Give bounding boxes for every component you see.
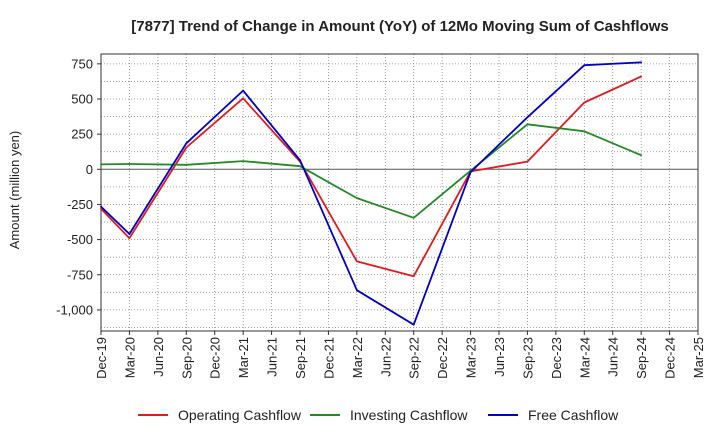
x-tick-label: Mar-20 bbox=[122, 337, 137, 378]
y-tick-label: 500 bbox=[71, 91, 93, 106]
x-tick-label: Dec-22 bbox=[435, 337, 450, 379]
legend: Operating Cashflow Investing Cashflow Free… bbox=[138, 407, 619, 423]
legend-label-free-cashflow: Free Cashflow bbox=[528, 407, 619, 423]
data-point-free-cashflow bbox=[185, 142, 188, 145]
data-point-investing-cashflow bbox=[128, 163, 131, 165]
legend-label-investing-cashflow: Investing Cashflow bbox=[350, 407, 468, 423]
data-point-free-cashflow bbox=[412, 323, 415, 326]
x-tick-label: Dec-23 bbox=[549, 337, 564, 379]
x-tick-label: Jun-22 bbox=[378, 337, 393, 377]
data-point-operating-cashflow bbox=[526, 160, 529, 163]
series-line-investing-cashflow bbox=[100, 123, 642, 219]
x-tick-label: Mar-24 bbox=[577, 337, 592, 378]
y-tick-label: -750 bbox=[67, 267, 93, 282]
data-point-operating-cashflow bbox=[128, 237, 131, 240]
x-tick-label: Sep-22 bbox=[407, 337, 422, 379]
x-tick-label: Dec-20 bbox=[208, 337, 223, 379]
y-tick-label: -250 bbox=[67, 197, 93, 212]
data-point-operating-cashflow bbox=[583, 101, 586, 104]
x-tick-label: Sep-21 bbox=[293, 337, 308, 379]
axes bbox=[100, 53, 699, 332]
series-line-operating-cashflow bbox=[100, 75, 642, 278]
data-point-operating-cashflow bbox=[640, 75, 643, 78]
data-point-free-cashflow bbox=[355, 289, 358, 292]
data-point-investing-cashflow bbox=[640, 154, 643, 157]
y-tick-label: 750 bbox=[71, 56, 93, 71]
x-tick-label: Dec-19 bbox=[94, 337, 109, 379]
y-tick-label: -500 bbox=[67, 232, 93, 247]
x-tick-label: Jun-21 bbox=[265, 337, 280, 377]
series-line-free-cashflow bbox=[100, 61, 642, 326]
grid bbox=[100, 54, 699, 331]
legend-label-operating-cashflow: Operating Cashflow bbox=[178, 407, 302, 423]
x-tick-label: Mar-22 bbox=[350, 337, 365, 378]
x-tick-label: Mar-21 bbox=[236, 337, 251, 378]
data-point-investing-cashflow bbox=[412, 216, 415, 219]
data-point-free-cashflow bbox=[640, 61, 643, 64]
series-lines bbox=[100, 61, 643, 326]
chart-title: [7877] Trend of Change in Amount (YoY) o… bbox=[131, 18, 669, 35]
data-point-free-cashflow bbox=[242, 89, 245, 92]
data-point-investing-cashflow bbox=[526, 123, 529, 126]
x-tick-label: Jun-24 bbox=[606, 337, 621, 377]
data-point-operating-cashflow bbox=[242, 97, 245, 100]
x-tick-label: Dec-21 bbox=[321, 337, 336, 379]
x-tick-label: Sep-24 bbox=[634, 337, 649, 379]
x-tick-label: Sep-23 bbox=[520, 337, 535, 379]
x-tick-label: Jun-20 bbox=[151, 337, 166, 377]
data-point-investing-cashflow bbox=[299, 165, 301, 168]
y-tick-labels: 750 500 250 0 -250 -500 -750 -1,000 bbox=[56, 56, 101, 317]
x-tick-label: Mar-25 bbox=[691, 337, 706, 378]
data-point-free-cashflow bbox=[299, 159, 301, 162]
y-axis-label: Amount (million yen) bbox=[7, 131, 22, 250]
data-point-free-cashflow bbox=[526, 116, 529, 119]
data-point-investing-cashflow bbox=[100, 163, 102, 166]
x-tick-label: Jun-23 bbox=[492, 337, 507, 377]
y-tick-label: 0 bbox=[86, 162, 93, 177]
data-point-free-cashflow bbox=[128, 233, 131, 235]
plot-frame bbox=[100, 53, 699, 332]
data-point-operating-cashflow bbox=[185, 146, 188, 149]
data-point-free-cashflow bbox=[100, 205, 102, 208]
data-point-investing-cashflow bbox=[583, 130, 586, 133]
data-point-investing-cashflow bbox=[355, 197, 358, 200]
x-tick-label: Dec-24 bbox=[663, 337, 678, 379]
data-point-free-cashflow bbox=[583, 64, 586, 67]
x-tick-label: Mar-23 bbox=[464, 337, 479, 378]
x-tick-labels: Dec-19 Mar-20 Jun-20 Sep-20 Dec-20 Mar-21 Jun-… bbox=[94, 331, 706, 379]
data-point-operating-cashflow bbox=[355, 260, 358, 263]
x-tick-label: Sep-20 bbox=[179, 337, 194, 379]
data-point-investing-cashflow bbox=[185, 163, 188, 166]
y-tick-label: 250 bbox=[71, 127, 93, 142]
y-tick-label: -1,000 bbox=[56, 302, 93, 317]
data-point-operating-cashflow bbox=[412, 275, 415, 278]
data-point-investing-cashflow bbox=[242, 160, 245, 163]
data-point-free-cashflow bbox=[469, 171, 472, 174]
